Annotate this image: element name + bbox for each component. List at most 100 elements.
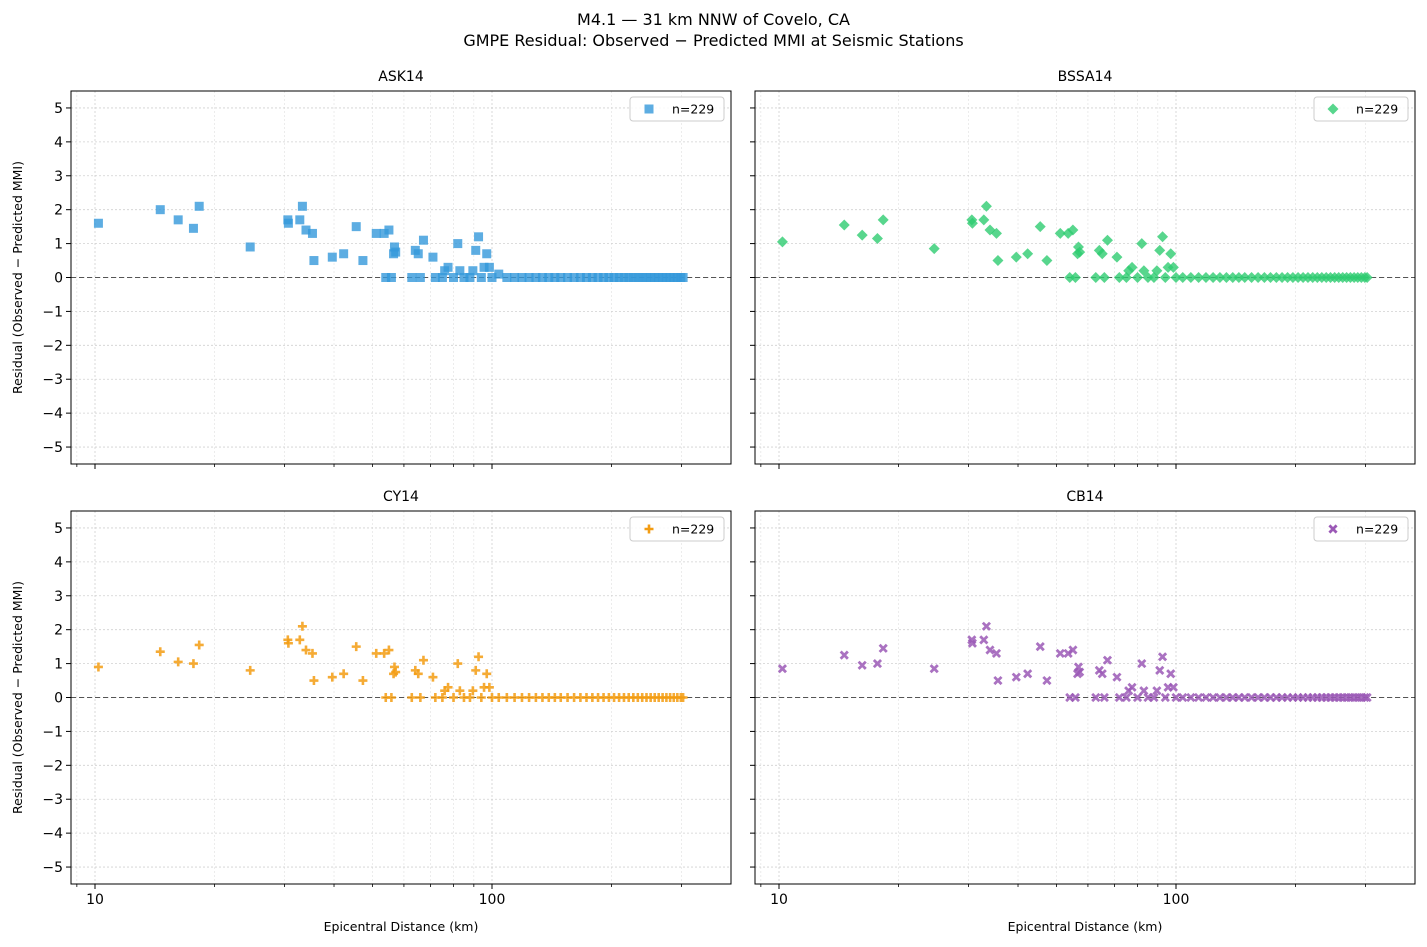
data-point <box>471 665 481 675</box>
data-point <box>1099 692 1109 703</box>
data-point <box>307 228 317 238</box>
data-point <box>967 638 977 648</box>
data-point <box>1011 672 1021 682</box>
data-point <box>966 217 978 229</box>
data-point <box>581 273 591 282</box>
data-point <box>386 693 396 702</box>
y-tick-label: 4 <box>54 555 63 571</box>
data-point <box>1055 648 1065 659</box>
data-point <box>351 222 361 232</box>
data-point <box>1096 248 1108 260</box>
data-point <box>1102 655 1113 665</box>
data-point <box>283 638 293 648</box>
data-point <box>1201 692 1211 703</box>
data-point <box>453 239 463 249</box>
data-point <box>307 648 317 658</box>
data-point <box>327 252 337 262</box>
y-axis-label: Residual (Observed − Predicted MMI) <box>10 581 25 814</box>
y-tick-label: −5 <box>42 440 63 456</box>
data-point <box>371 648 381 658</box>
data-point <box>415 273 425 282</box>
data-point <box>155 647 165 657</box>
data-point <box>1208 692 1218 703</box>
legend-marker <box>1328 524 1338 534</box>
data-point <box>1186 692 1196 703</box>
data-point <box>978 214 990 226</box>
data-point <box>379 648 389 658</box>
data-point <box>1178 692 1188 703</box>
legend-box <box>629 516 725 542</box>
data-point <box>245 242 255 252</box>
x-axis-label: Epicentral Distance (km) <box>1008 919 1163 934</box>
data-point <box>188 659 198 669</box>
data-point <box>517 273 527 282</box>
legend-box <box>629 96 725 122</box>
figure-subtitle: GMPE Residual: Observed − Predicted MMI … <box>463 31 964 50</box>
data-point <box>415 693 425 702</box>
y-tick-label: 5 <box>54 101 63 117</box>
data-point <box>839 650 849 660</box>
data-point <box>297 201 307 211</box>
data-point <box>1170 272 1182 283</box>
data-point <box>993 675 1003 686</box>
y-tick-label: −1 <box>42 304 63 320</box>
data-point <box>599 273 609 282</box>
data-point <box>455 266 465 276</box>
data-point <box>563 273 573 282</box>
y-axis-label: Residual (Observed − Predicted MMI) <box>10 161 25 394</box>
data-point <box>482 249 492 259</box>
data-point <box>482 669 492 679</box>
figure-title: M4.1 — 31 km NNW of Covelo, CA <box>577 10 850 29</box>
data-point <box>443 262 453 272</box>
data-point <box>389 242 399 252</box>
data-point <box>569 273 579 282</box>
data-point <box>556 273 566 282</box>
data-point <box>1252 272 1264 283</box>
data-point <box>624 273 634 282</box>
x-tick-label: 100 <box>479 892 506 908</box>
data-point <box>1258 272 1270 283</box>
data-point <box>1168 682 1178 692</box>
data-point <box>93 218 103 228</box>
data-point <box>297 621 307 631</box>
data-point <box>678 693 688 702</box>
data-point <box>1177 272 1189 283</box>
data-point <box>384 225 394 235</box>
data-point <box>1361 272 1373 283</box>
data-point <box>327 672 337 682</box>
data-point <box>1276 272 1288 283</box>
data-point <box>1067 224 1079 236</box>
data-point <box>981 621 992 631</box>
x-tick-label: 100 <box>1163 892 1190 908</box>
data-point <box>1193 272 1205 283</box>
data-point <box>428 252 438 262</box>
data-point <box>479 262 489 272</box>
data-point <box>550 273 560 282</box>
data-point <box>1166 669 1176 679</box>
data-point <box>309 676 319 686</box>
data-point <box>877 214 889 226</box>
legend-box <box>1313 516 1409 542</box>
y-tick-label: 3 <box>54 589 63 605</box>
data-point <box>1068 645 1078 655</box>
data-point <box>1022 248 1034 260</box>
data-point <box>358 676 368 686</box>
data-point <box>619 273 629 282</box>
data-point <box>1097 669 1107 679</box>
data-point <box>155 205 165 215</box>
data-point <box>838 219 850 231</box>
data-point <box>1090 272 1102 283</box>
data-point <box>173 215 183 225</box>
data-point <box>339 669 349 679</box>
data-point <box>1227 272 1239 283</box>
data-point <box>1165 248 1177 260</box>
data-point <box>465 273 475 282</box>
y-tick-label: 0 <box>54 691 63 707</box>
data-point <box>1154 244 1166 256</box>
data-point <box>544 273 554 282</box>
data-point <box>301 645 311 655</box>
data-point <box>1240 692 1250 703</box>
data-point <box>929 664 939 674</box>
data-point <box>494 269 504 279</box>
legend-label: n=229 <box>672 102 714 117</box>
